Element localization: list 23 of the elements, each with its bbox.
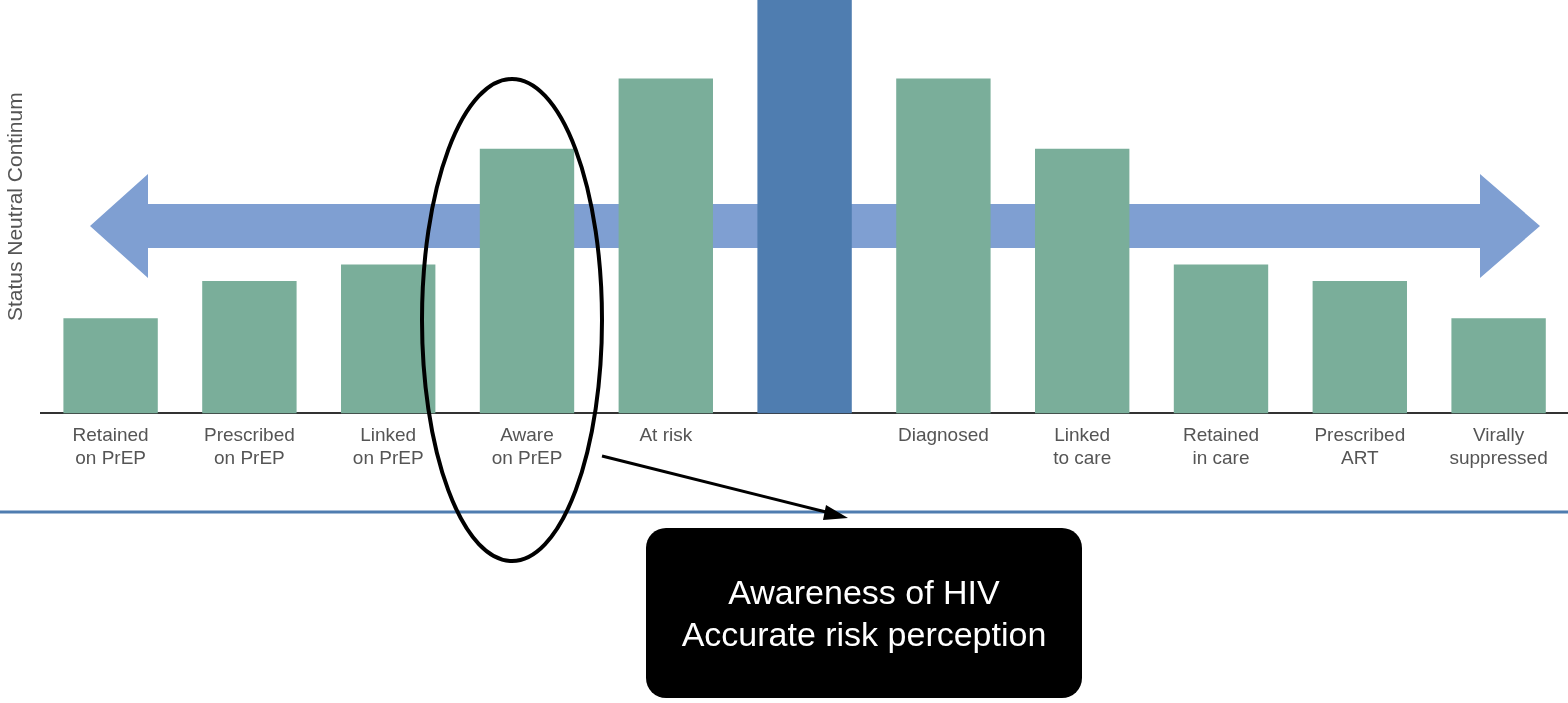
x-tick-label: Prescribed on PrEP [203,424,295,468]
bar [1035,148,1130,414]
bar [896,78,991,414]
bar [341,264,436,414]
bar [757,0,852,414]
x-tick-label: Retained on PrEP [72,424,149,468]
x-tick-label: At risk [639,424,693,446]
x-tick-label: Prescribed ART [1314,424,1406,468]
bar [202,281,297,414]
x-tick-label: Diagnosed [897,424,989,446]
x-tick-label: Linked to care [1053,424,1112,468]
bar [618,78,713,414]
bar [1451,318,1546,414]
x-tick-label: Retained in care [1182,424,1260,468]
x-tick-label: Virally suppressed [1449,424,1548,468]
bar [1312,281,1407,414]
y-axis-title: Status Neutral Continum [3,92,27,322]
x-tick-label: Linked on PrEP [352,424,424,468]
bar [479,148,575,414]
text: Awareness of HIV Accurate risk perception [646,528,1082,698]
bar [1173,264,1269,414]
x-tick-label: Aware on PrEP [491,424,563,468]
bar [63,318,158,414]
